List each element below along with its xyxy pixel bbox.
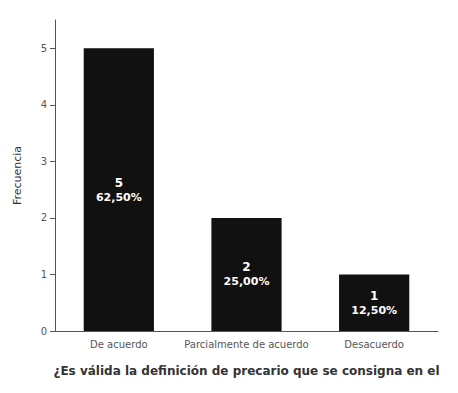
svg-text:¿Es válida la definición de pr: ¿Es válida la definición de precario que…: [53, 364, 439, 378]
svg-text:3: 3: [41, 156, 47, 167]
svg-text:5: 5: [41, 43, 47, 54]
svg-text:4: 4: [41, 99, 47, 110]
svg-text:Frecuencia: Frecuencia: [11, 146, 24, 205]
svg-text:Desacuerdo: Desacuerdo: [344, 339, 404, 350]
svg-text:De acuerdo: De acuerdo: [90, 339, 148, 350]
svg-text:25,00%: 25,00%: [224, 275, 270, 288]
svg-text:2: 2: [41, 212, 47, 223]
svg-text:1: 1: [370, 289, 378, 303]
svg-text:12,50%: 12,50%: [351, 304, 397, 317]
svg-text:5: 5: [115, 176, 123, 190]
svg-text:Parcialmente de acuerdo: Parcialmente de acuerdo: [184, 339, 308, 350]
svg-text:62,50%: 62,50%: [96, 191, 142, 204]
svg-text:2: 2: [242, 260, 250, 274]
svg-text:1: 1: [41, 269, 47, 280]
svg-text:0: 0: [41, 326, 47, 337]
